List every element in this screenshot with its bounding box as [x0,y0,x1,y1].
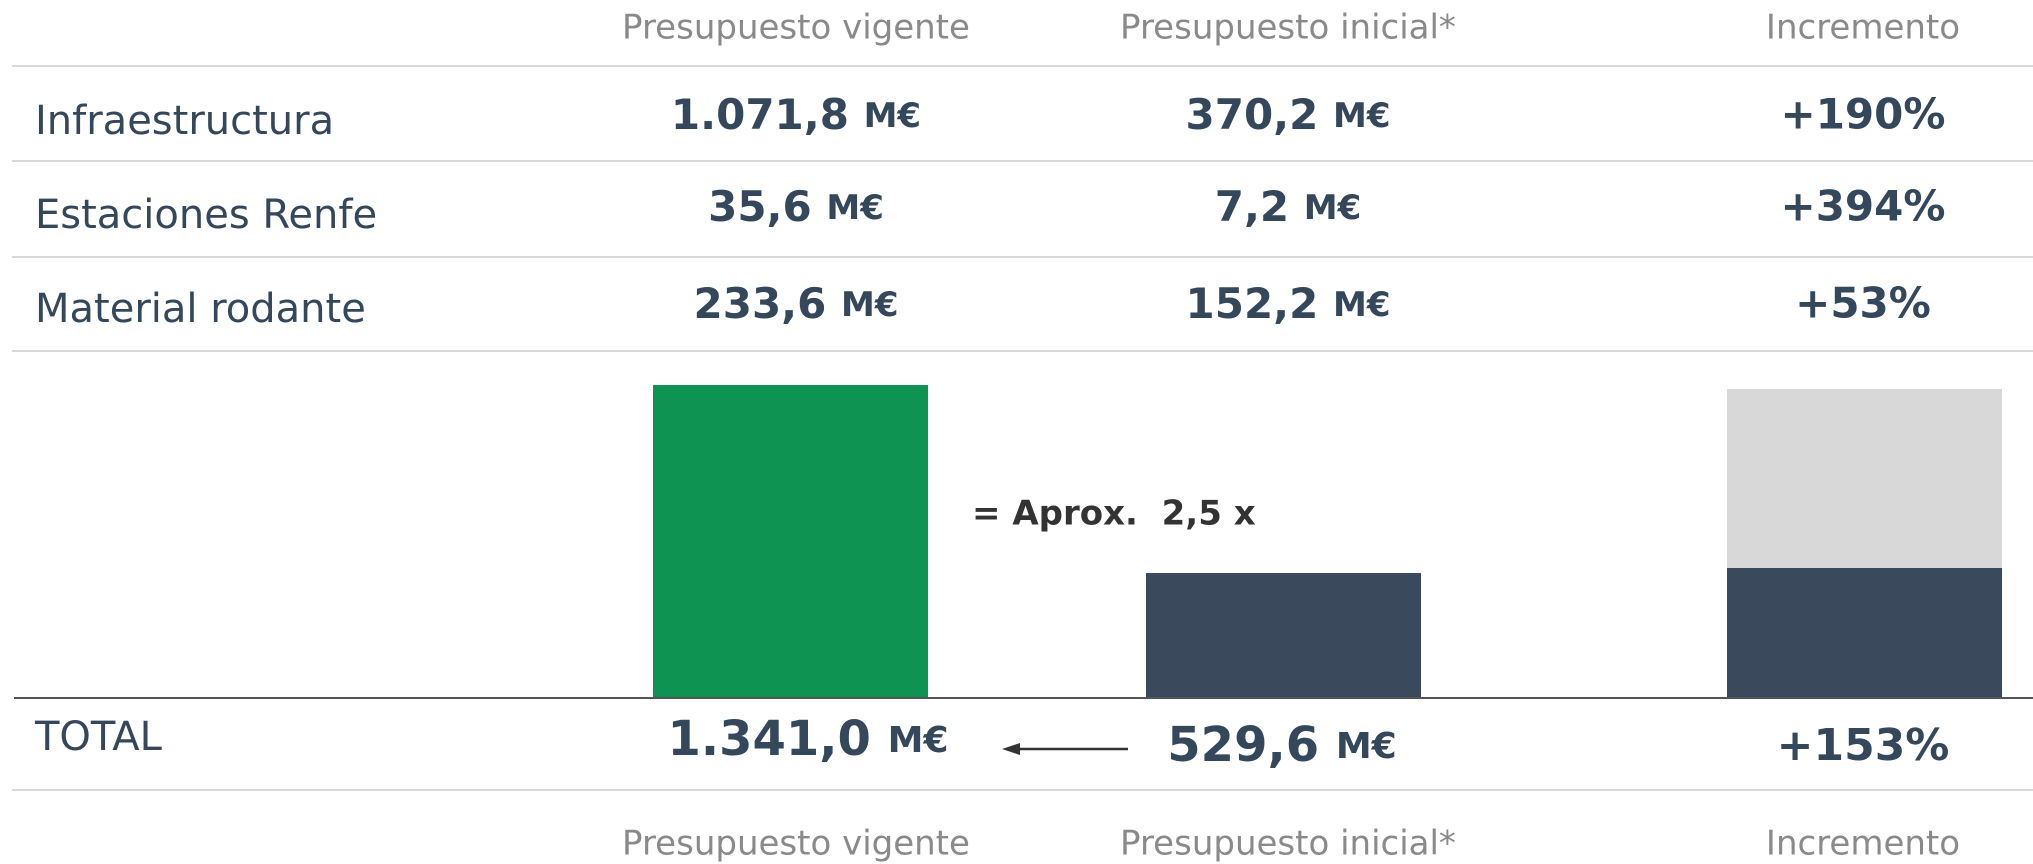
unit: M€ [826,188,884,228]
cell: 1.071,8 M€ [671,90,921,139]
bar-increment [1727,389,2002,568]
row-label: Material rodante [35,286,366,332]
cell: +53% [1795,279,1931,328]
rows: Infraestructura 1.071,8 M€ 370,2 M€ +190%Es… [35,90,1945,333]
arrow-head [1002,743,1020,755]
cell-value: 152,2 [1186,279,1319,328]
header: Presupuesto vigente Presupuesto inicial*… [622,8,1960,48]
cell: +190% [1781,90,1946,139]
column-header: Incremento [1766,8,1960,48]
bar-vigente [653,385,928,698]
total-vigente: 1.341,0 M€ [667,711,948,767]
row-label: Infraestructura [35,98,334,144]
unit: M€ [864,96,922,136]
cell: 370,2 M€ [1186,90,1391,139]
total-value: 1.341,0 [667,711,870,767]
column-footer: Incremento [1766,824,1960,864]
total-incremento: +153% [1777,720,1950,771]
cell-value: 233,6 [694,279,827,328]
cell: +394% [1781,182,1946,231]
total-value: 529,6 [1167,717,1319,773]
annotation: = Aprox. 2,5 x [972,494,1256,534]
column-footer: Presupuesto vigente [622,824,970,864]
cell-value: 370,2 [1186,90,1319,139]
unit: M€ [1333,96,1391,136]
cell-value: 7,2 [1215,182,1289,231]
unit: M€ [1304,188,1362,228]
unit: M€ [1336,726,1397,767]
cell-value: 1.071,8 [671,90,849,139]
total-label: TOTAL [34,714,163,760]
column-header: Presupuesto vigente [622,8,970,48]
unit: M€ [888,720,949,761]
bar-base [1727,568,2002,698]
total-inicial: 529,6 M€ [1167,717,1396,773]
cell: 233,6 M€ [694,279,899,328]
row-label: Estaciones Renfe [35,192,377,238]
cell: 152,2 M€ [1186,279,1391,328]
cell: 7,2 M€ [1215,182,1362,231]
column-header: Presupuesto inicial* [1120,8,1456,48]
bar-inicial [1146,573,1421,698]
cell-value: 35,6 [708,182,812,231]
unit: M€ [841,285,899,325]
unit: M€ [1333,285,1391,325]
cell: 35,6 M€ [708,182,884,231]
column-footer: Presupuesto inicial* [1120,824,1456,864]
